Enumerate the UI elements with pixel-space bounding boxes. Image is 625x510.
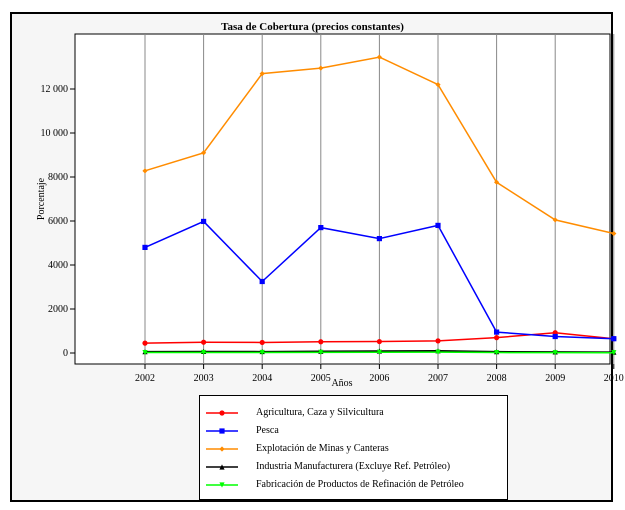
- data-point: [494, 349, 500, 356]
- data-point: [259, 349, 265, 356]
- legend-item: Explotación de Minas y Canteras: [200, 440, 507, 458]
- data-point: [494, 329, 500, 335]
- legend-swatch: [206, 410, 238, 416]
- series: [142, 349, 617, 356]
- legend-marker: [219, 482, 225, 488]
- legend-label: Agricultura, Caza y Silvicultura: [256, 407, 384, 418]
- y-tick-label: 6000: [48, 216, 68, 227]
- data-point: [142, 244, 148, 250]
- legend-label: Explotación de Minas y Canteras: [256, 443, 389, 454]
- data-point: [376, 338, 382, 345]
- legend-marker: [219, 428, 225, 434]
- data-point: [318, 65, 324, 71]
- chart-title: Tasa de Cobertura (precios constantes): [221, 21, 404, 33]
- data-point: [318, 349, 324, 355]
- data-point: [552, 350, 558, 356]
- axes: 2002 2003 2004 2005 2006 2007 2008 2009 2010 0 200…: [41, 84, 624, 384]
- data-point: [142, 340, 148, 346]
- data-point: [435, 338, 441, 344]
- legend-item: Fabricación de Productos de Refinación d…: [200, 476, 507, 494]
- data-point: [201, 218, 207, 225]
- y-axis-title: Porcentaje: [36, 177, 47, 220]
- x-tick-label: 2004: [252, 373, 272, 384]
- legend-item: Industria Manufacturera (Excluye Ref. Pe…: [200, 458, 507, 476]
- x-tick-label: 2008: [487, 373, 507, 384]
- data-point: [552, 217, 558, 223]
- x-tick-label: 2007: [428, 373, 448, 384]
- x-tick-label: 2003: [194, 373, 214, 384]
- legend-item: Pesca: [200, 422, 507, 440]
- legend-marker: [219, 464, 225, 470]
- plot-area: [74, 33, 611, 365]
- y-tick-label: 12 000: [41, 84, 69, 95]
- legend-label: Fabricación de Productos de Refinación d…: [256, 479, 464, 490]
- legend-item: Agricultura, Caza y Silvicultura: [200, 404, 507, 422]
- data-point: [259, 339, 265, 346]
- legend-marker: [219, 410, 225, 416]
- data-point: [494, 179, 500, 185]
- data-point: [552, 333, 558, 340]
- data-point: [611, 336, 617, 342]
- data-point: [376, 236, 382, 242]
- data-point: [142, 349, 148, 356]
- series: [142, 218, 617, 342]
- data-point: [259, 71, 265, 77]
- data-point: [435, 349, 441, 355]
- x-tick-label: 2005: [311, 373, 331, 384]
- legend: Agricultura, Caza y Silvicultura Pesca E…: [199, 395, 508, 500]
- data-point: [142, 168, 148, 174]
- legend-swatch: [206, 464, 238, 470]
- legend-label: Industria Manufacturera (Excluye Ref. Pe…: [256, 461, 451, 472]
- data-point: [611, 350, 617, 356]
- data-point: [318, 339, 324, 345]
- grid-lines: [144, 34, 615, 364]
- data-point: [611, 230, 617, 237]
- x-axis-title: Años: [331, 378, 352, 389]
- data-point: [494, 335, 500, 341]
- data-point: [201, 150, 207, 156]
- data-point: [259, 278, 265, 285]
- data-point: [201, 349, 207, 356]
- y-tick-label: 10 000: [41, 128, 69, 139]
- legend-swatch: [206, 446, 238, 452]
- legend-swatch: [206, 428, 238, 434]
- y-tick-label: 8000: [48, 172, 68, 183]
- x-tick-label: 2009: [545, 373, 565, 384]
- data-point: [318, 225, 324, 231]
- y-tick-label: 0: [63, 348, 68, 359]
- data-point: [376, 54, 382, 60]
- data-point: [201, 339, 207, 345]
- series-layer: [142, 54, 617, 356]
- legend-label: Pesca: [256, 425, 279, 436]
- x-tick-label: 2006: [369, 373, 389, 384]
- legend-marker: [219, 446, 225, 452]
- series: [142, 54, 617, 237]
- y-tick-label: 4000: [48, 260, 68, 271]
- data-point: [376, 349, 382, 355]
- legend-swatch: [206, 482, 238, 488]
- data-point: [435, 222, 441, 228]
- x-tick-label: 2002: [135, 373, 155, 384]
- y-tick-label: 2000: [48, 304, 68, 315]
- x-tick-label: 2010: [604, 373, 624, 384]
- data-point: [435, 82, 441, 88]
